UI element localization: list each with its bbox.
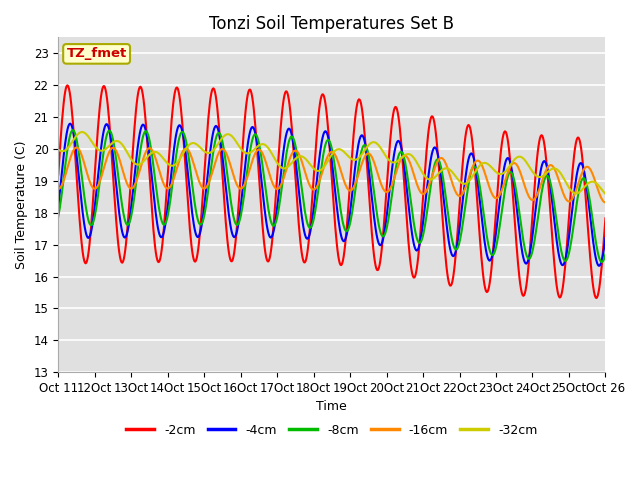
-32cm — [602, 191, 609, 197]
-8cm — [598, 259, 605, 265]
-16cm — [399, 154, 407, 159]
Legend: -2cm, -4cm, -8cm, -16cm, -32cm: -2cm, -4cm, -8cm, -16cm, -32cm — [122, 419, 542, 442]
-32cm — [65, 144, 72, 150]
-32cm — [78, 129, 86, 135]
-8cm — [54, 214, 62, 219]
-4cm — [65, 124, 72, 130]
Line: -32cm: -32cm — [58, 132, 605, 194]
-8cm — [69, 127, 77, 133]
-8cm — [206, 175, 214, 181]
-4cm — [54, 204, 62, 210]
-2cm — [63, 83, 71, 88]
-8cm — [399, 152, 407, 157]
-2cm — [399, 164, 407, 169]
Y-axis label: Soil Temperature (C): Soil Temperature (C) — [15, 141, 28, 269]
-32cm — [399, 154, 407, 159]
-4cm — [399, 155, 407, 160]
-16cm — [73, 144, 81, 150]
-8cm — [122, 218, 129, 224]
-2cm — [177, 104, 184, 110]
-8cm — [65, 142, 72, 148]
-32cm — [177, 155, 184, 160]
-4cm — [595, 263, 603, 269]
Line: -16cm: -16cm — [58, 147, 605, 203]
-2cm — [415, 246, 423, 252]
-2cm — [65, 85, 73, 91]
-2cm — [602, 216, 609, 221]
-8cm — [602, 252, 609, 257]
-2cm — [206, 101, 214, 107]
-16cm — [122, 176, 129, 181]
-32cm — [206, 150, 214, 156]
-16cm — [602, 200, 609, 205]
-16cm — [54, 186, 62, 192]
-2cm — [54, 172, 62, 178]
Line: -2cm: -2cm — [58, 85, 605, 298]
-8cm — [177, 131, 184, 136]
-8cm — [415, 240, 423, 246]
-4cm — [67, 121, 74, 127]
-2cm — [593, 295, 600, 301]
-32cm — [54, 146, 62, 152]
-32cm — [122, 146, 129, 152]
Line: -4cm: -4cm — [58, 124, 605, 266]
Line: -8cm: -8cm — [58, 130, 605, 262]
X-axis label: Time: Time — [317, 400, 348, 413]
-16cm — [177, 153, 184, 159]
-16cm — [65, 163, 72, 168]
-4cm — [602, 235, 609, 241]
-4cm — [177, 123, 184, 129]
-32cm — [415, 164, 423, 169]
-16cm — [415, 186, 423, 192]
-4cm — [206, 153, 214, 158]
Text: TZ_fmet: TZ_fmet — [67, 48, 127, 60]
Title: Tonzi Soil Temperatures Set B: Tonzi Soil Temperatures Set B — [209, 15, 454, 33]
-4cm — [122, 235, 129, 240]
-16cm — [206, 177, 214, 183]
-2cm — [122, 247, 129, 253]
-4cm — [415, 244, 423, 250]
